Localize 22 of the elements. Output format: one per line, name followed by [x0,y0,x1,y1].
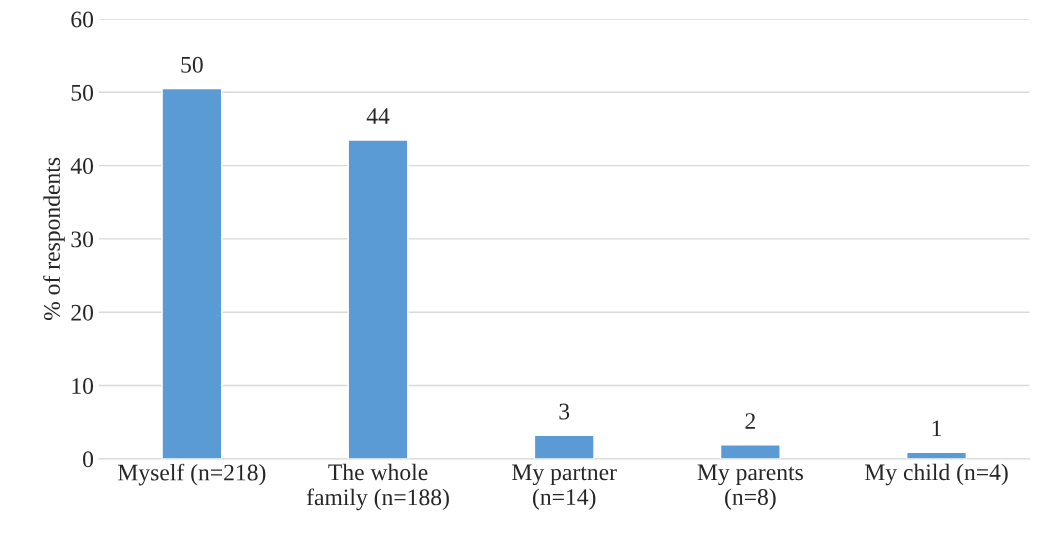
data-label: 44 [366,108,390,124]
data-label: 1 [932,420,942,437]
y-tick-label: 10 [72,378,94,394]
y-axis-title: % of respondents [43,157,65,321]
y-tick-label: 40 [70,158,94,175]
y-tick-label: 60 [71,11,94,28]
y-tick-label: 20 [71,304,94,321]
data-label: 2 [745,413,755,429]
data-label: 3 [559,403,570,420]
y-tick-label: 0 [83,451,94,468]
x-tick-label: Myself (n=218) [118,463,266,486]
x-tick-label: My partner (n=14) [512,464,617,510]
y-tick-label: 30 [71,231,94,248]
bar [347,139,409,459]
data-label: 50 [181,56,203,73]
bar [533,434,595,459]
y-tick-label: 50 [71,84,94,101]
bar [161,87,223,459]
x-tick-label: The whole family (n=188) [306,463,449,511]
x-tick-label: My child (n=4) [864,463,1008,486]
x-tick-label: My parents (n=8) [697,464,803,510]
bar [719,444,781,459]
